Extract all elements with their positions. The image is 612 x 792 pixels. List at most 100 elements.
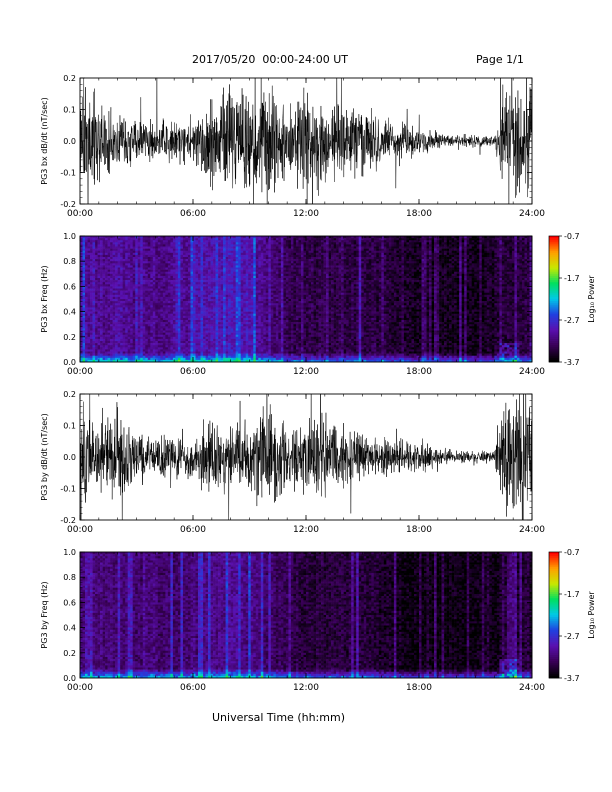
spectrogram-cell bbox=[258, 242, 262, 245]
spectrogram-cell bbox=[190, 347, 194, 350]
spectrogram-cell bbox=[248, 269, 252, 272]
spectrogram-cell bbox=[218, 263, 221, 266]
spectrogram-cell bbox=[127, 265, 131, 268]
spectrogram-cell bbox=[107, 240, 111, 243]
spectrogram-cell bbox=[253, 303, 257, 306]
spectrogram-cell bbox=[210, 322, 214, 325]
spectrogram-cell bbox=[265, 315, 269, 319]
spectrogram-cell bbox=[210, 246, 214, 249]
spectrogram-cell bbox=[107, 301, 111, 304]
spectrogram-cell bbox=[170, 290, 174, 293]
spectrogram-cell bbox=[172, 309, 176, 312]
spectrogram-cell bbox=[223, 326, 226, 329]
spectrogram-cell bbox=[253, 355, 257, 359]
spectrogram-cell bbox=[162, 294, 166, 298]
spectrogram-cell bbox=[255, 345, 259, 348]
spectrogram-cell bbox=[220, 238, 224, 241]
spectrogram-cell bbox=[87, 238, 91, 241]
spectrogram-cell bbox=[137, 267, 141, 270]
spectrogram-cell bbox=[270, 330, 274, 333]
spectrogram-cell bbox=[223, 288, 226, 291]
spectrogram-cell bbox=[235, 357, 239, 361]
spectrogram-cell bbox=[268, 355, 272, 359]
spectrogram-cell bbox=[180, 355, 184, 359]
spectrogram-cell bbox=[253, 343, 257, 346]
spectrogram-cell bbox=[152, 292, 156, 296]
spectrogram-cell bbox=[205, 345, 209, 348]
spectrogram-cell bbox=[185, 313, 189, 317]
spectrogram-cell bbox=[228, 250, 231, 254]
spectrogram-cell bbox=[268, 244, 272, 247]
spectrogram-cell bbox=[220, 250, 224, 254]
spectrogram-cell bbox=[92, 332, 96, 335]
spectrogram-cell bbox=[177, 313, 181, 317]
spectrogram-cell bbox=[275, 278, 279, 281]
spectrogram-cell bbox=[248, 294, 252, 298]
spectrogram-cell bbox=[177, 311, 181, 314]
spectrogram-cell bbox=[260, 267, 264, 270]
spectrogram-cell bbox=[142, 355, 146, 359]
spectrogram-cell bbox=[218, 334, 221, 338]
spectrogram-cell bbox=[218, 261, 221, 264]
spectrogram-cell bbox=[225, 299, 229, 302]
spectrogram-cell bbox=[243, 267, 247, 270]
spectrogram-cell bbox=[215, 328, 219, 331]
spectrogram-cell bbox=[132, 286, 136, 289]
spectrogram-cell bbox=[228, 254, 231, 258]
spectrogram-cell bbox=[280, 263, 284, 266]
spectrogram-cell bbox=[80, 307, 83, 310]
spectrogram-cell bbox=[82, 334, 86, 338]
spectrogram-cell bbox=[165, 315, 169, 319]
spectrogram-cell bbox=[200, 254, 204, 258]
spectrogram-cell bbox=[135, 261, 139, 264]
spectrogram-cell bbox=[117, 273, 121, 277]
spectrogram-cell bbox=[132, 320, 136, 323]
spectrogram-cell bbox=[140, 328, 144, 331]
spectrogram-cell bbox=[150, 273, 154, 277]
spectrogram-cell bbox=[162, 259, 166, 262]
spectrogram-cell bbox=[120, 242, 123, 245]
spectrogram-cell bbox=[102, 288, 106, 291]
spectrogram-cell bbox=[147, 275, 151, 279]
spectrogram-cell bbox=[172, 296, 176, 300]
spectrogram-cell bbox=[208, 355, 211, 359]
spectrogram-cell bbox=[185, 334, 189, 338]
spectrogram-cell bbox=[225, 254, 229, 258]
spectrogram-cell bbox=[147, 311, 151, 314]
spectrogram-cell bbox=[245, 244, 249, 247]
spectrogram-cell bbox=[248, 288, 252, 291]
spectrogram-cell bbox=[132, 347, 136, 350]
spectrogram-cell bbox=[255, 236, 259, 239]
spectrogram-cell bbox=[228, 269, 231, 272]
spectrogram-cell bbox=[260, 282, 264, 285]
spectrogram-cell bbox=[200, 286, 204, 289]
spectrogram-cell bbox=[155, 338, 159, 342]
spectrogram-cell bbox=[112, 326, 116, 329]
spectrogram-cell bbox=[195, 355, 199, 359]
spectrogram-cell bbox=[177, 290, 181, 293]
spectrogram-cell bbox=[135, 278, 139, 281]
spectrogram-cell bbox=[185, 330, 189, 333]
spectrogram-cell bbox=[265, 307, 269, 310]
spectrogram-cell bbox=[185, 303, 189, 306]
spectrogram-cell bbox=[185, 265, 189, 268]
spectrogram-cell bbox=[110, 275, 113, 279]
spectrogram-cell bbox=[97, 248, 101, 251]
spectrogram-cell bbox=[223, 250, 226, 254]
spectrogram-cell bbox=[107, 328, 111, 331]
spectrogram-cell bbox=[82, 275, 86, 279]
spectrogram-cell bbox=[180, 290, 184, 293]
spectrogram-cell bbox=[170, 292, 174, 296]
spectrogram-cell bbox=[198, 307, 201, 310]
spectrogram-cell bbox=[92, 242, 96, 245]
spectrogram-cell bbox=[107, 305, 111, 308]
spectrogram-cell bbox=[127, 345, 131, 348]
spectrogram-cell bbox=[215, 307, 219, 310]
spectrogram-cell bbox=[165, 355, 169, 359]
spectrogram-cell bbox=[218, 236, 221, 239]
spectrogram-cell bbox=[117, 332, 121, 335]
spectrogram-cell bbox=[137, 309, 141, 312]
spectrogram-cell bbox=[155, 324, 159, 327]
spectrogram-cell bbox=[250, 334, 254, 338]
spectrogram-cell bbox=[250, 299, 254, 302]
